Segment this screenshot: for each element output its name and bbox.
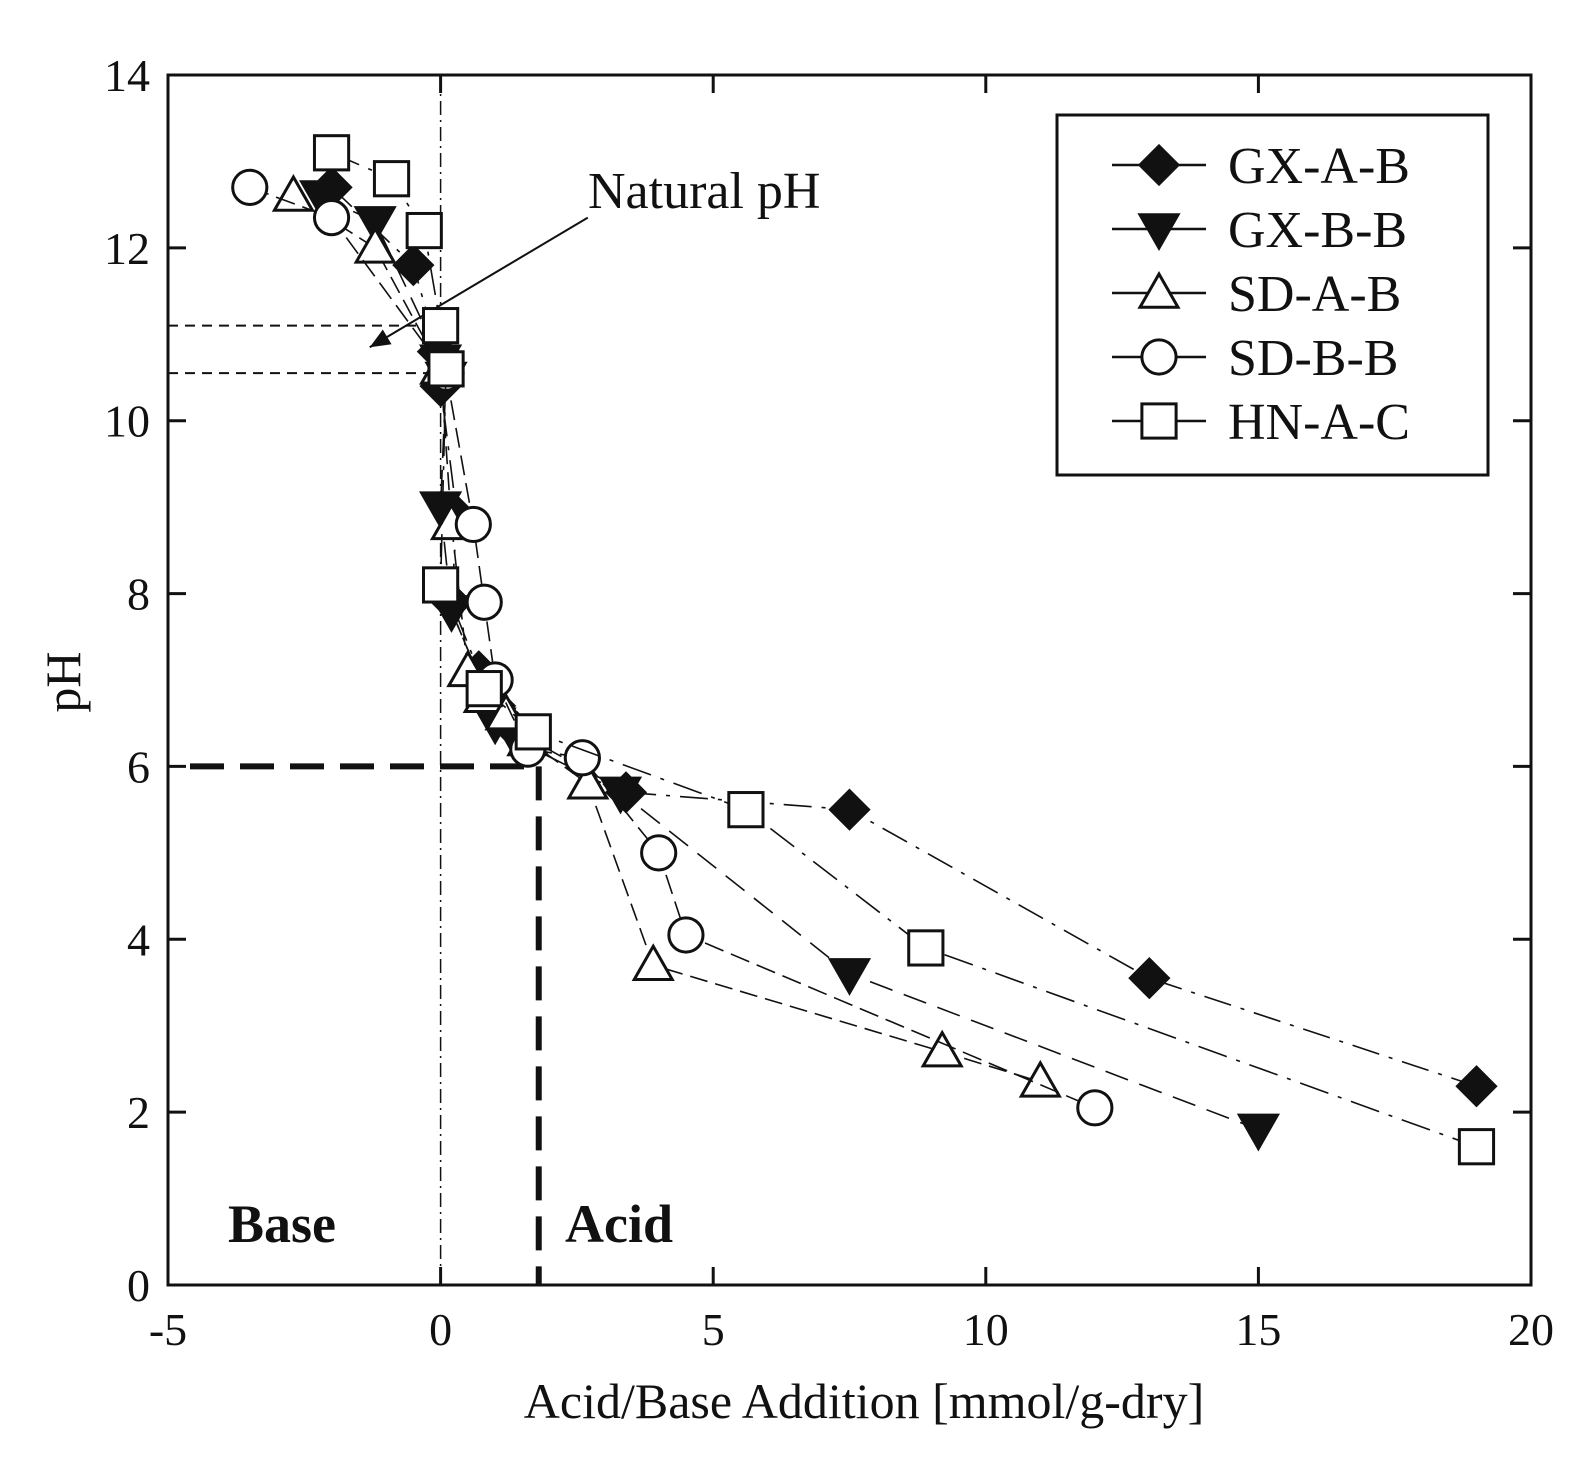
data-point — [392, 244, 435, 287]
legend-entry: SD-B-B — [1112, 330, 1398, 387]
legend-entry: GX-A-B — [1112, 138, 1410, 195]
data-point — [1236, 1113, 1280, 1152]
legend-entry: HN-A-C — [1112, 394, 1410, 451]
data-point — [727, 791, 765, 829]
data-point — [827, 958, 872, 996]
legend: GX-A-B GX-B-B SD-A-B SD-B-B HN-A-C — [1055, 113, 1490, 477]
data-point — [465, 670, 503, 708]
x-tick-label: -5 — [149, 1304, 187, 1355]
y-tick-label: 14 — [104, 50, 150, 101]
data-point — [1457, 1128, 1496, 1166]
y-tick-label: 2 — [127, 1087, 150, 1138]
data-point — [514, 713, 552, 751]
legend-marker — [1137, 143, 1181, 187]
legend-marker — [1137, 213, 1181, 252]
data-point — [1076, 1089, 1114, 1127]
data-point — [427, 350, 465, 388]
y-tick-label: 10 — [104, 396, 150, 447]
data-point — [271, 173, 315, 212]
data-point — [312, 134, 351, 172]
data-point — [465, 583, 503, 621]
legend-entry: SD-A-B — [1112, 266, 1401, 323]
legend-entry: GX-B-B — [1112, 202, 1407, 259]
data-point — [422, 566, 460, 604]
reference-lines-layer — [168, 75, 589, 1285]
data-point — [1018, 1059, 1062, 1098]
base-region-label: Base — [228, 1194, 336, 1254]
y-tick-label: 4 — [127, 914, 150, 965]
y-axis-title: pH — [35, 651, 91, 712]
natural-ph-arrow-head — [369, 329, 392, 348]
x-tick-label: 5 — [702, 1304, 725, 1355]
data-point — [828, 788, 871, 831]
legend-label: SD-A-B — [1228, 266, 1401, 323]
data-point — [372, 160, 411, 198]
natural-ph-label: Natural pH — [588, 163, 820, 220]
y-tick-label: 8 — [127, 569, 150, 620]
legend-box — [1055, 113, 1490, 477]
data-point — [353, 206, 397, 244]
data-point — [1455, 1065, 1498, 1108]
data-point — [312, 199, 351, 237]
data-point — [920, 1029, 964, 1068]
axes-frame-layer — [166, 73, 1533, 1287]
legend-marker — [1140, 402, 1178, 440]
x-tick-label: 20 — [1508, 1304, 1554, 1355]
legend-marker — [1140, 338, 1178, 376]
legend-label: SD-B-B — [1228, 330, 1398, 387]
data-point — [631, 943, 675, 981]
legend-entries: GX-A-B GX-B-B SD-A-B SD-B-B HN-A-C — [1112, 138, 1410, 451]
data-point — [907, 929, 945, 967]
y-tick-label: 6 — [127, 741, 150, 792]
y-tick-label: 0 — [127, 1260, 150, 1311]
series-sd-b-b — [231, 168, 1114, 1127]
x-tick-label: 15 — [1235, 1304, 1281, 1355]
legend-label: GX-B-B — [1228, 202, 1407, 259]
x-tick-label: 0 — [429, 1304, 452, 1355]
plot-frame — [166, 73, 1533, 1287]
data-point — [299, 180, 343, 219]
data-point — [454, 505, 492, 544]
data-point — [566, 761, 610, 800]
acid-region-label: Acid — [565, 1194, 673, 1254]
x-tick-label: 10 — [963, 1304, 1009, 1355]
data-point — [563, 739, 601, 777]
data-point — [405, 211, 443, 250]
legend-label: HN-A-C — [1228, 394, 1410, 451]
y-tick-label: 12 — [104, 223, 150, 274]
x-axis-title: Acid/Base Addition [mmol/g-dry] — [524, 1373, 1204, 1429]
legend-marker — [1137, 270, 1181, 309]
series-hn-a-c — [312, 134, 1496, 1166]
legend-label: GX-A-B — [1228, 138, 1410, 195]
data-point — [1128, 957, 1171, 1000]
data-point — [353, 225, 397, 264]
series-layer — [231, 134, 1498, 1166]
data-point — [667, 916, 705, 954]
data-point — [640, 834, 678, 872]
natural-ph-arrow-line — [369, 216, 589, 349]
data-point — [231, 168, 269, 206]
data-point — [422, 307, 460, 345]
